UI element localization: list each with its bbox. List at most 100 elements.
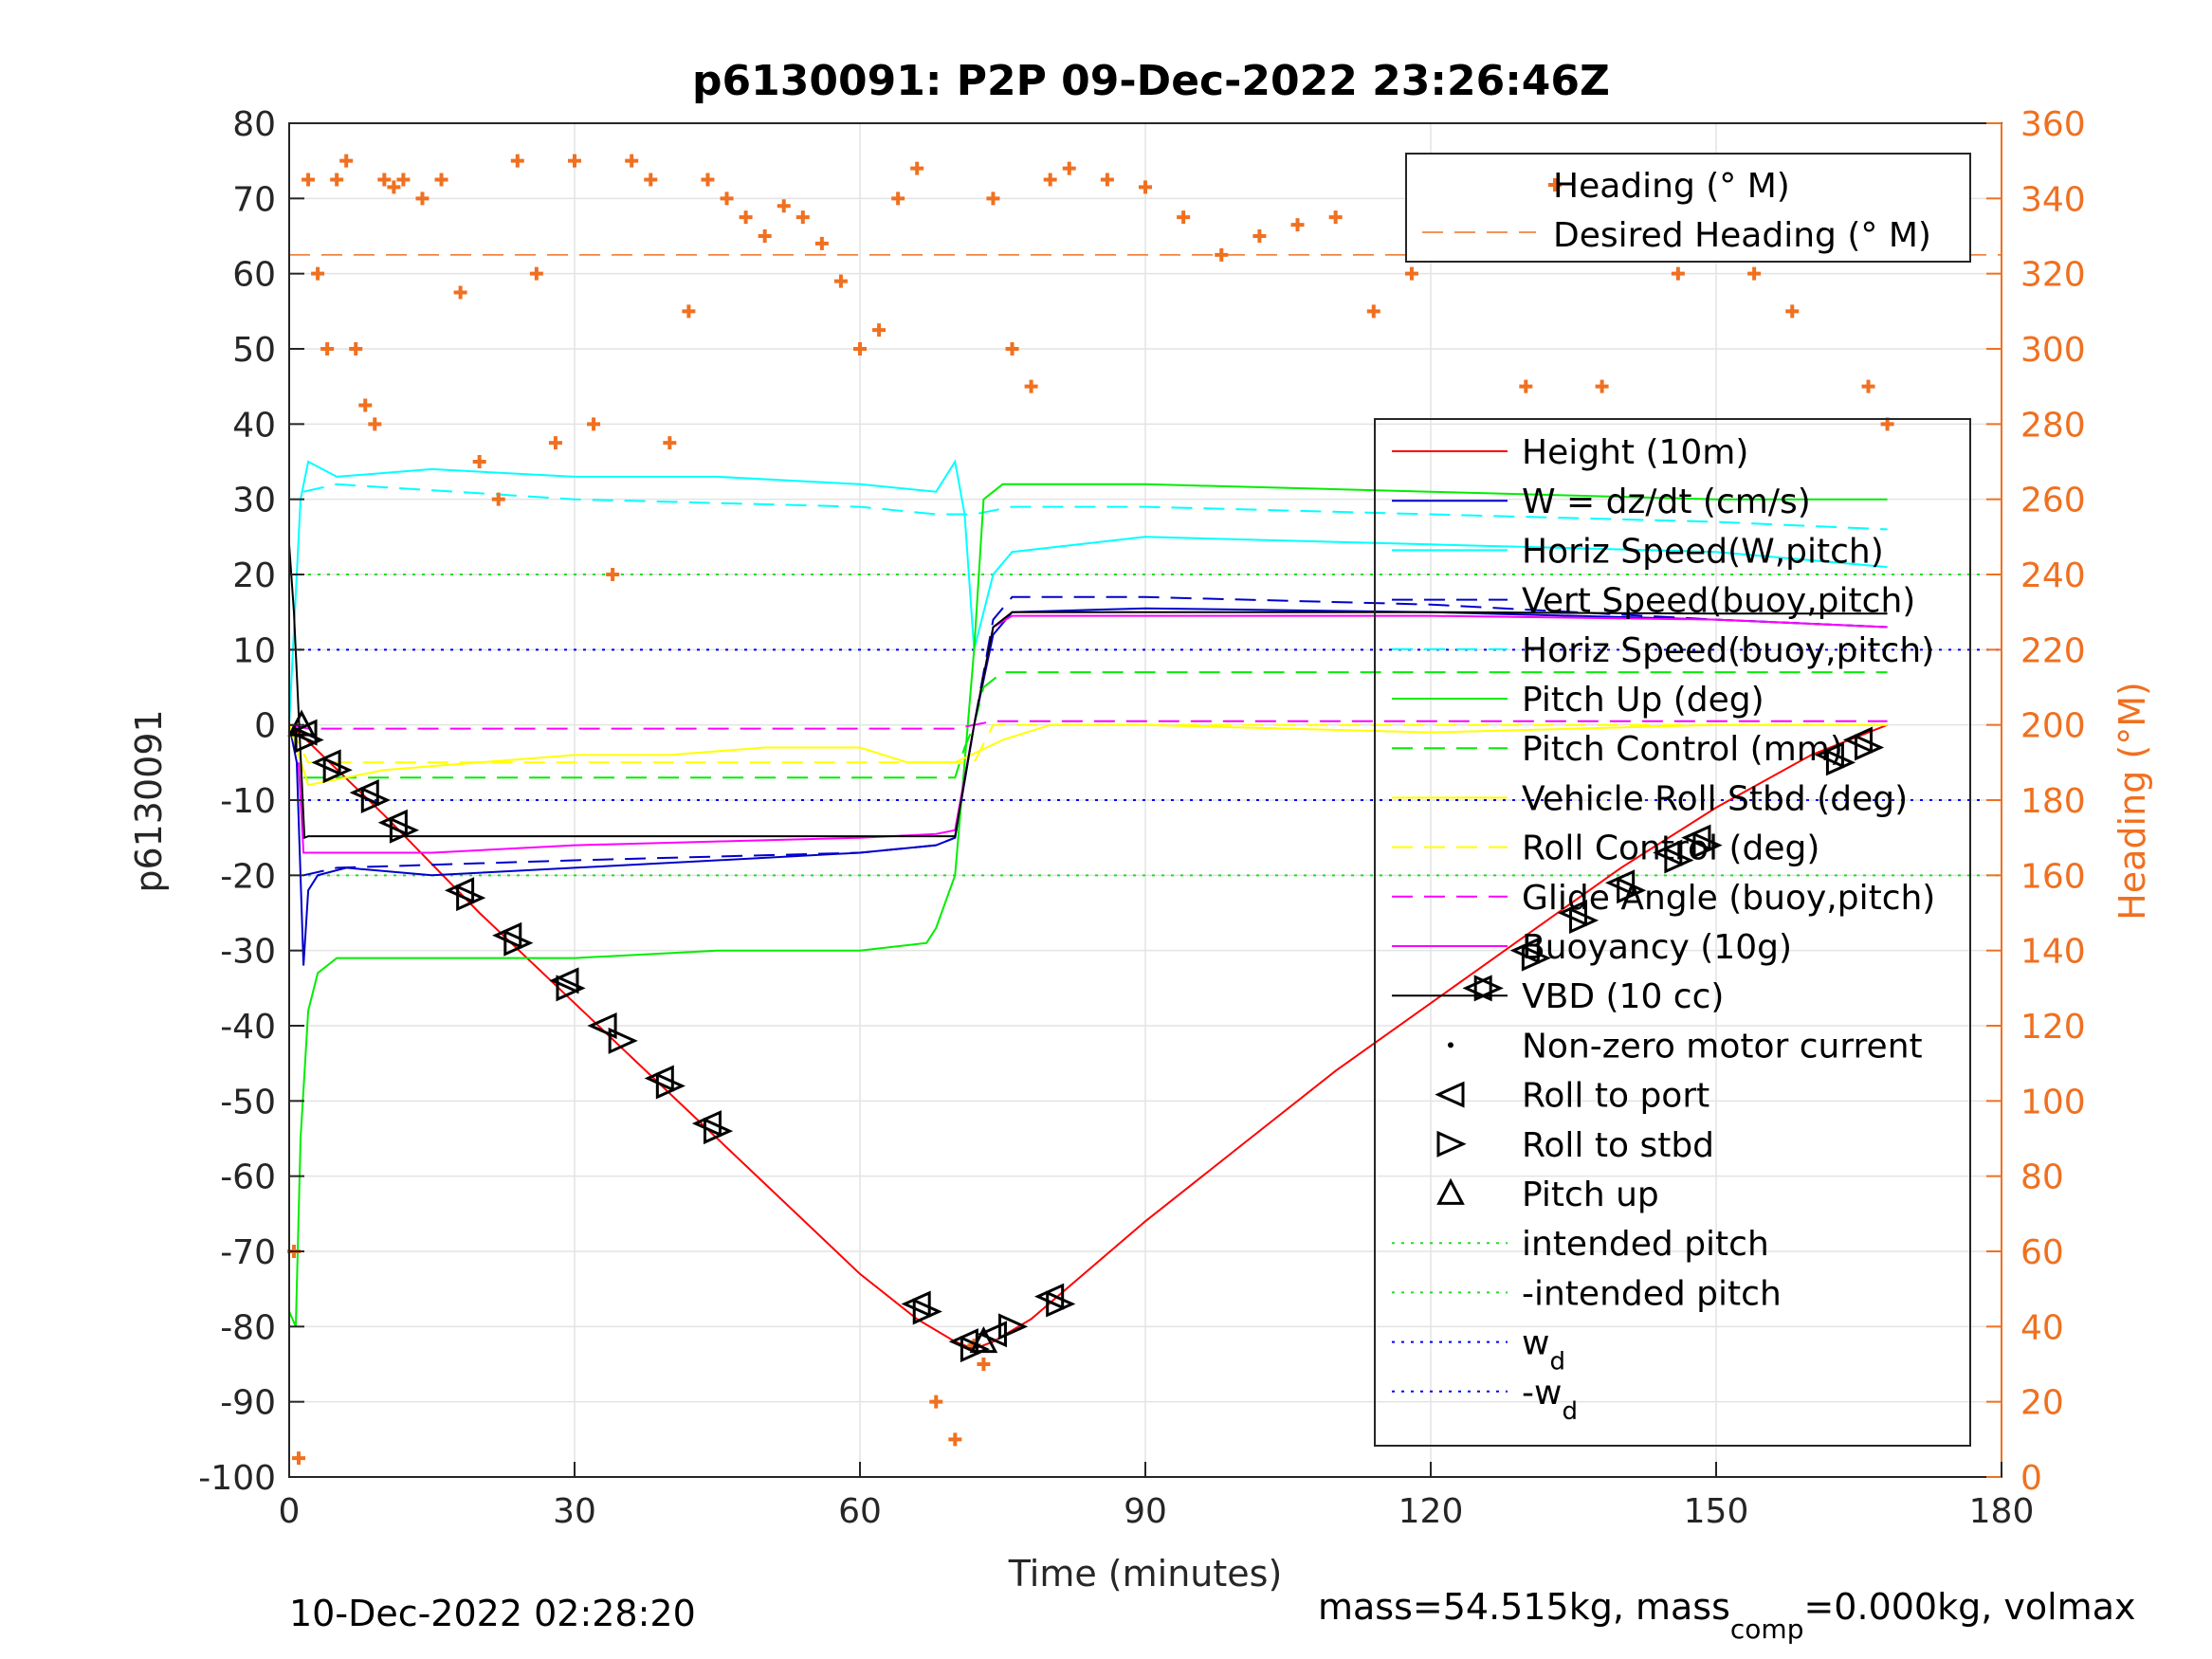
roll-to-port-marker — [349, 779, 379, 807]
legend-label-text: Horiz Speed(W,pitch) — [1522, 532, 1884, 571]
y-tick-label: -90 — [220, 1384, 276, 1423]
roll-to-stbd-marker — [1569, 906, 1600, 934]
roll-to-stbd-marker — [360, 786, 391, 814]
y-tick-label: 80 — [232, 105, 276, 144]
roll-to-port-marker — [1681, 824, 1711, 851]
legend-label-text: Roll to port — [1522, 1077, 1709, 1116]
legend-label-text: Vehicle Roll Stbd (deg) — [1522, 779, 1908, 818]
roll-to-port-marker — [1814, 741, 1844, 769]
heading-point — [853, 342, 867, 356]
y-tick-label: -40 — [220, 1008, 276, 1047]
heading-point — [739, 210, 753, 225]
x-tick-label: 120 — [1398, 1492, 1464, 1531]
y-right-tick-label: 120 — [2020, 1008, 2086, 1047]
footer-mass-sub: comp — [1730, 1613, 1804, 1645]
series-line-3 — [302, 595, 1888, 877]
legend-label-text: Pitch up — [1522, 1176, 1659, 1214]
heading-point — [814, 236, 829, 250]
roll-to-stbd-marker — [1617, 877, 1647, 904]
y-tick-label: -60 — [220, 1158, 276, 1197]
heading-point — [1366, 304, 1380, 319]
y-axis-right-label: Heading (°M) — [2111, 682, 2153, 921]
chart-title: p6130091: P2P 09-Dec-2022 23:26:46Z — [692, 57, 1610, 105]
legend-label: Roll to stbd — [1522, 1126, 1714, 1165]
y-tick-label: 20 — [232, 556, 276, 595]
heading-point — [1177, 210, 1191, 225]
legend-swatch — [1436, 1130, 1467, 1158]
y-right-tick-label: 0 — [2020, 1459, 2042, 1498]
heading-point — [292, 1451, 306, 1466]
y-tick-label: -30 — [220, 933, 276, 972]
legend-label: -wd — [1522, 1374, 1578, 1426]
y-right-tick-label: 260 — [2020, 482, 2086, 520]
heading-point — [387, 180, 401, 194]
heading-point — [311, 266, 325, 281]
roll-to-port-marker — [1509, 937, 1540, 964]
roll-to-stbd-marker — [503, 929, 534, 957]
legend-label: Pitch Up (deg) — [1522, 681, 1764, 720]
roll-to-stbd-marker — [704, 1118, 734, 1145]
heading-point — [1671, 266, 1685, 281]
legend-label: VBD (10 cc) — [1522, 977, 1724, 1016]
heading-point — [833, 274, 848, 288]
legend-label: Pitch up — [1522, 1176, 1659, 1214]
heading-point — [777, 199, 791, 213]
legend-label: Horiz Speed(W,pitch) — [1522, 532, 1884, 571]
roll-to-port-marker — [444, 877, 475, 904]
y-right-tick-label: 200 — [2020, 707, 2086, 746]
marker-layer — [287, 709, 1885, 1363]
y-right-tick-label: 20 — [2020, 1384, 2064, 1423]
heading-point — [1519, 379, 1533, 393]
heading-legend-label: Heading (° M) — [1553, 167, 1790, 206]
heading-point — [302, 173, 316, 187]
roll-to-stbd-marker — [456, 884, 486, 912]
series-line-6 — [303, 671, 1888, 779]
roll-to-stbd-marker — [1046, 1290, 1076, 1318]
legend-label-text: Horiz Speed(buoy,pitch) — [1522, 631, 1934, 670]
heading-point — [977, 1358, 991, 1371]
y-right-tick-label: 240 — [2020, 556, 2086, 595]
legend-swatch — [1435, 1081, 1465, 1108]
y-right-tick-label: 220 — [2020, 631, 2086, 670]
y-tick-label: 70 — [232, 180, 276, 219]
heading-point — [529, 266, 543, 281]
heading-point — [510, 154, 524, 168]
roll-to-port-marker — [901, 1290, 931, 1318]
heading-point — [1328, 210, 1343, 225]
heading-legend-label: Desired Heading (° M) — [1553, 216, 1931, 255]
legend-label: Glide Angle (buoy,pitch) — [1522, 879, 1935, 918]
footer-mass-a: mass=54.515kg, mass — [1318, 1586, 1730, 1628]
roll-to-stbd-marker — [1692, 831, 1723, 859]
y-tick-label: -10 — [220, 782, 276, 821]
y-tick-label: 0 — [254, 707, 276, 746]
legend-label: Roll to port — [1522, 1077, 1709, 1116]
y-right-tick-label: 40 — [2020, 1308, 2064, 1347]
legend-label-text: W = dz/dt (cm/s) — [1522, 483, 1811, 521]
roll-to-port-marker — [377, 809, 408, 836]
heading-point — [396, 173, 411, 187]
legend-label-text: w — [1522, 1324, 1549, 1363]
heading-point — [644, 173, 658, 187]
roll-to-stbd-marker — [1855, 734, 1885, 761]
x-tick-label: 150 — [1684, 1492, 1749, 1531]
y-tick-label: -50 — [220, 1083, 276, 1121]
heading-point — [625, 154, 639, 168]
roll-to-stbd-marker — [960, 1336, 991, 1363]
roll-to-port-marker — [1605, 869, 1636, 897]
heading-point — [358, 398, 373, 412]
legend-label: Roll Control (deg) — [1522, 830, 1819, 868]
heading-legend: Heading (° M) Desired Heading (° M) — [1405, 153, 1971, 263]
heading-point — [1252, 229, 1267, 243]
x-tick-label: 0 — [279, 1492, 301, 1531]
legend-label-text: Non-zero motor current — [1522, 1027, 1923, 1066]
heading-point — [1062, 161, 1076, 175]
x-tick-label: 30 — [553, 1492, 596, 1531]
heading-point — [320, 342, 335, 356]
heading-point — [1785, 304, 1800, 319]
heading-point — [948, 1432, 962, 1447]
y-right-tick-label: 340 — [2020, 180, 2086, 219]
main-legend: Height (10m) W = dz/dt (cm/s) Horiz Speed(… — [1374, 418, 1971, 1447]
legend-label-text: -w — [1522, 1374, 1562, 1413]
y-right-tick-label: 100 — [2020, 1083, 2086, 1121]
